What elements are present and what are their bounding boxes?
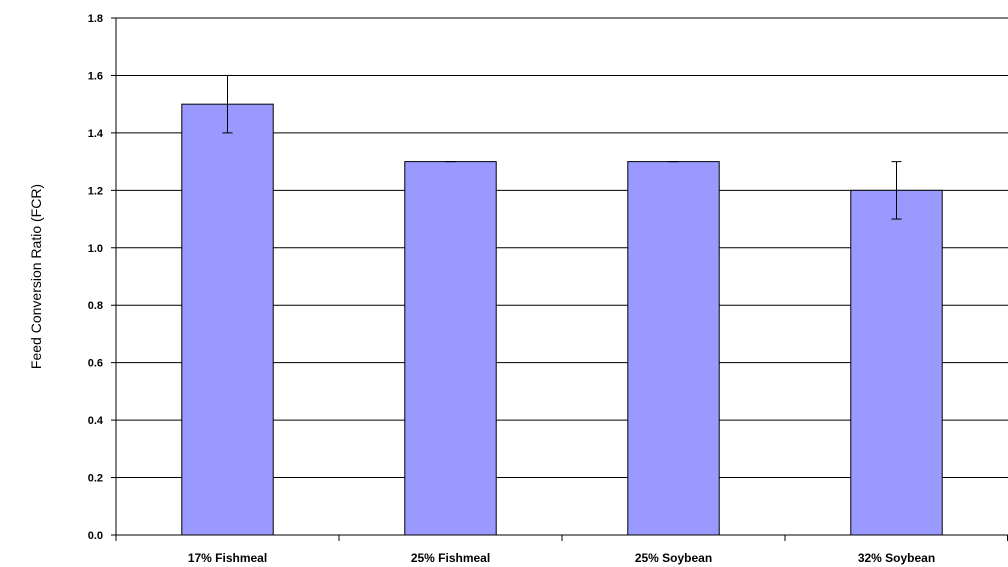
y-tick-label: 1.0	[88, 243, 103, 255]
bar	[181, 103, 274, 536]
x-category-label: 25% Soybean	[635, 551, 712, 565]
x-category-labels: 17% Fishmeal 25% Fishmeal 25% Soybean 32% S…	[188, 551, 935, 565]
y-tick-labels: 0.0 0.2 0.4 0.6 0.8 1.0 1.2 1.4 1.6 1.8	[88, 13, 104, 542]
y-tick-label: 0.8	[88, 300, 103, 312]
x-category-label: 25% Fishmeal	[411, 551, 490, 565]
y-axis-title: Feed Conversion Ratio (FCR)	[28, 184, 44, 369]
y-tick-label: 0.4	[88, 415, 104, 427]
y-tick-label: 1.6	[88, 70, 103, 82]
axes	[111, 17, 1008, 541]
bar	[627, 161, 720, 536]
y-tick-label: 1.8	[88, 13, 103, 25]
bar	[850, 189, 943, 536]
y-tick-label: 0.6	[88, 358, 103, 370]
y-tick-label: 1.2	[88, 185, 103, 197]
y-tick-label: 0.0	[88, 530, 103, 542]
x-category-label: 17% Fishmeal	[188, 551, 267, 565]
y-tick-label: 0.2	[88, 473, 103, 485]
x-category-label: 32% Soybean	[858, 551, 935, 565]
error-bars	[222, 74, 902, 220]
bar	[404, 161, 497, 536]
bars	[181, 103, 943, 536]
y-tick-label: 1.4	[88, 128, 104, 140]
